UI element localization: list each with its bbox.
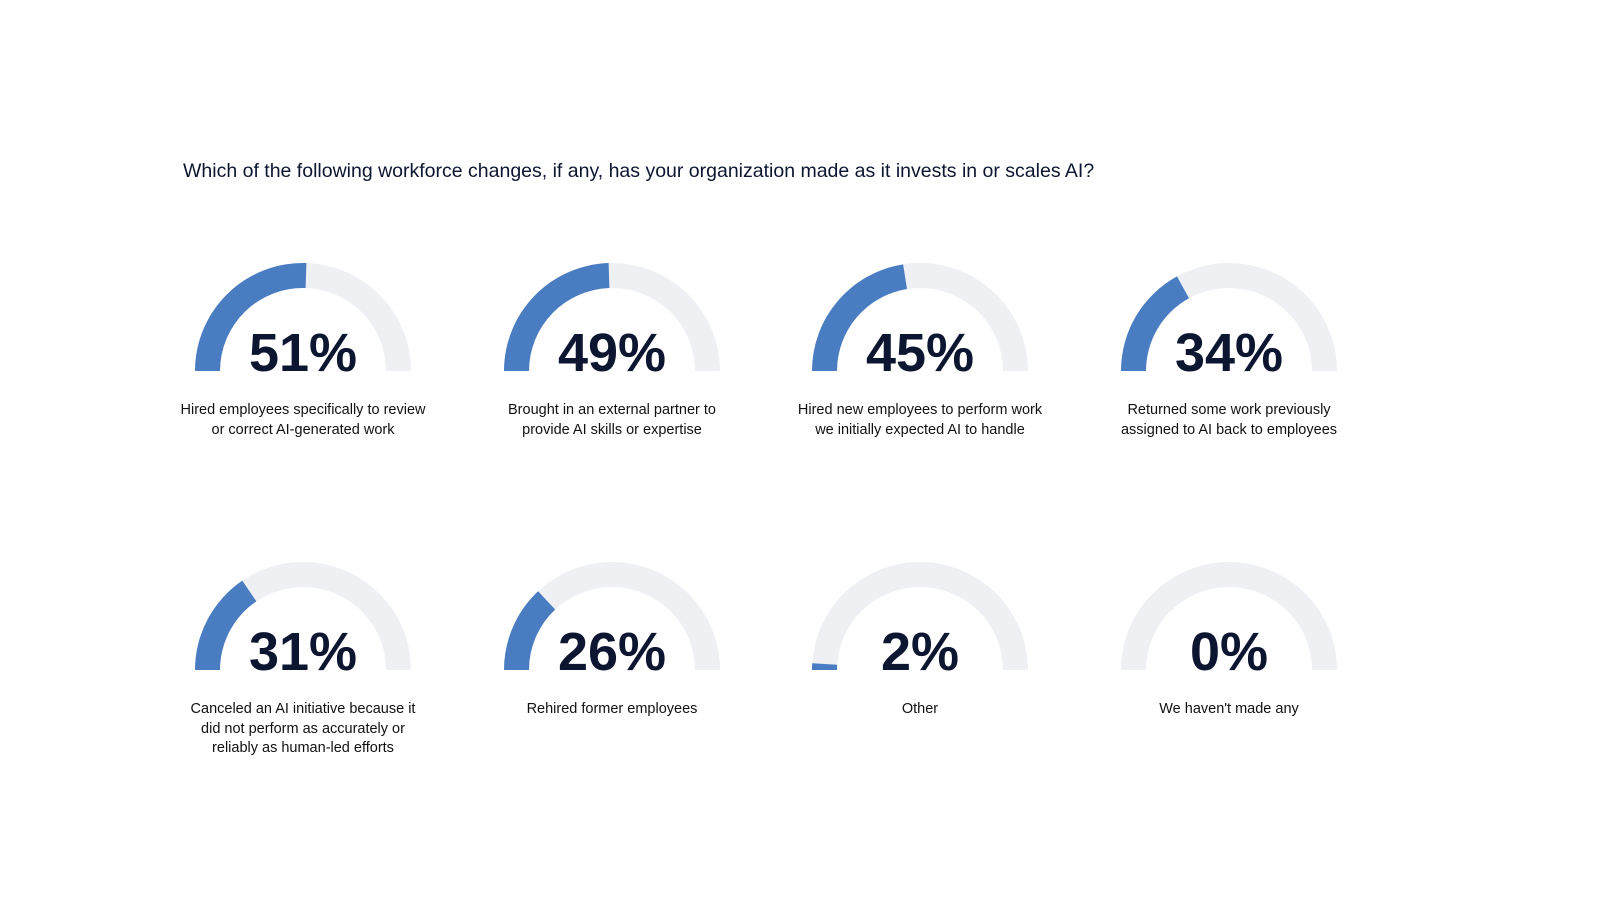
gauge-arc (812, 264, 908, 371)
gauge-arc (504, 263, 610, 371)
value-label: 49% (558, 323, 666, 383)
gauge-arc (504, 591, 556, 670)
gauge-arc (195, 262, 307, 371)
value-label: 34% (1175, 323, 1283, 383)
gauge-track (812, 562, 1028, 670)
value-label: 51% (249, 323, 357, 383)
category-label: Other (901, 701, 939, 717)
gauge-track (195, 562, 411, 670)
value-label: 2% (881, 622, 959, 682)
gauge-track (504, 562, 720, 670)
category-label: Hired employees specifically to review o… (180, 402, 426, 438)
category-label: Rehired former employees (526, 701, 698, 717)
value-label: 0% (1190, 622, 1268, 682)
value-label: 26% (558, 622, 666, 682)
gauge-arc (1121, 276, 1190, 371)
category-label: Brought in an external partner to provid… (508, 402, 716, 438)
category-label: We haven't made any (1159, 701, 1299, 717)
chart-title: Which of the following workforce changes… (183, 160, 1095, 182)
value-label: 31% (249, 622, 357, 682)
value-label: 45% (866, 323, 974, 383)
gauge-arc (195, 580, 257, 670)
category-label: Canceled an AI initiative because it did… (190, 701, 416, 756)
category-label: Hired new employees to perform work we i… (797, 402, 1043, 438)
gauge-arc (812, 663, 838, 670)
gauge-track (1121, 562, 1337, 670)
category-label: Returned some work previously assigned t… (1120, 402, 1338, 438)
